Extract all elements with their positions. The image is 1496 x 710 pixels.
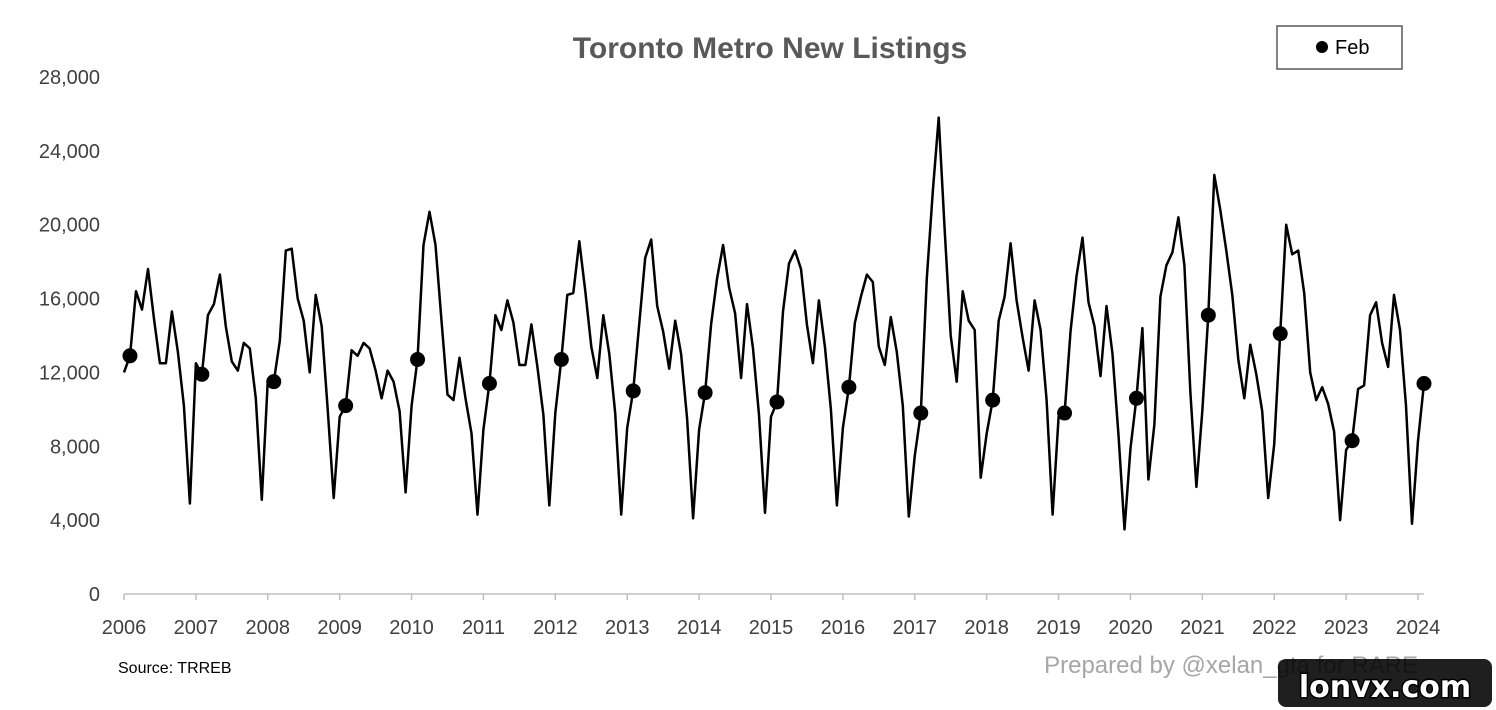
x-tick-label: 2014	[677, 617, 722, 639]
feb-point	[553, 352, 569, 368]
x-tick-label: 2008	[246, 617, 291, 639]
feb-point	[841, 379, 857, 395]
x-tick-label: 2012	[533, 617, 578, 639]
y-axis-tick-labels: 0 4,000 8,000 12,000 16,000 20,000 24,000 28,00…	[39, 67, 100, 606]
x-tick-label: 2006	[102, 617, 147, 639]
x-tick-label: 2021	[1180, 617, 1225, 639]
series-line-monthly-listings	[122, 116, 1426, 531]
x-tick-label: 2024	[1396, 617, 1441, 639]
x-tick-label: 2019	[1036, 617, 1081, 639]
x-tick-label: 2023	[1324, 617, 1369, 639]
y-tick-label: 0	[89, 584, 100, 606]
watermark-badge	[1278, 659, 1492, 707]
x-tick-label: 2011	[462, 617, 505, 639]
x-tick-label: 2010	[389, 617, 434, 639]
feb-point	[1416, 376, 1432, 392]
x-axis: 2006 2007 2008 2009 2010 2011 2012 2013 2014 2015…	[102, 593, 1441, 639]
y-tick-label: 28,000	[39, 67, 100, 89]
x-tick-label: 2009	[317, 617, 362, 639]
watermark: lonvx.com	[1278, 659, 1492, 707]
x-tick-label: 2018	[964, 617, 1009, 639]
feb-point	[338, 398, 354, 414]
x-tick-label: 2013	[605, 617, 650, 639]
y-tick-label: 12,000	[39, 362, 100, 384]
source-note: Source: TRREB	[118, 660, 232, 677]
watermark-text: lonvx.com	[1299, 670, 1471, 705]
legend-label-feb: Feb	[1335, 37, 1369, 59]
legend: Feb	[1276, 25, 1403, 70]
feb-point	[266, 374, 282, 390]
feb-point	[194, 366, 210, 382]
plot-area	[122, 116, 1432, 531]
feb-point	[1128, 390, 1144, 406]
feb-point	[625, 383, 641, 399]
y-tick-label: 16,000	[39, 289, 100, 311]
y-tick-label: 20,000	[39, 215, 100, 237]
y-tick-label: 8,000	[50, 436, 100, 458]
feb-point	[122, 348, 138, 364]
feb-point	[697, 385, 713, 401]
feb-point	[985, 392, 1001, 408]
x-tick-label: 2017	[893, 617, 938, 639]
x-tick-label: 2016	[821, 617, 866, 639]
legend-marker-feb	[1316, 41, 1328, 53]
legend-box	[1276, 25, 1403, 70]
y-tick-label: 24,000	[39, 141, 100, 163]
y-tick-label: 4,000	[50, 510, 100, 532]
feb-point	[481, 376, 497, 392]
feb-point	[1200, 307, 1216, 323]
feb-point	[913, 405, 929, 421]
feb-point	[410, 352, 426, 368]
x-tick-label: 2015	[749, 617, 794, 639]
feb-point	[1057, 405, 1073, 421]
x-tick-label: 2007	[174, 617, 219, 639]
feb-point	[1272, 326, 1288, 342]
feb-point	[769, 394, 785, 410]
feb-point	[1344, 433, 1360, 449]
x-tick-label: 2020	[1108, 617, 1153, 639]
x-tick-label: 2022	[1252, 617, 1297, 639]
chart-title: Toronto Metro New Listings	[573, 32, 967, 65]
